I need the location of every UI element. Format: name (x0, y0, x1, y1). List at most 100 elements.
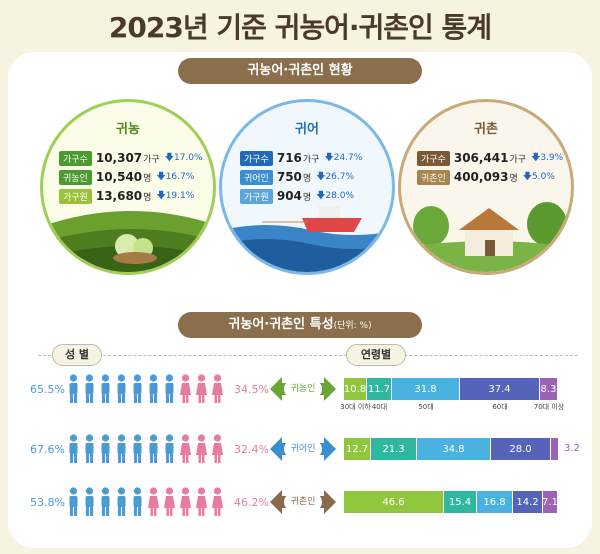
male-person-icon (114, 374, 129, 408)
fish-title: 귀어 (295, 122, 319, 137)
male-person-icon (66, 434, 81, 468)
age-segment: 16.8 (477, 491, 513, 513)
female-percent: 34.5% (234, 383, 269, 396)
gender-pictogram (66, 434, 225, 468)
decrease-arrow-icon: 🡇16.7% (156, 172, 195, 182)
age-segment: 31.8 (392, 378, 460, 400)
male-percent: 67.6% (30, 443, 65, 456)
age-segment: 34.8 (417, 438, 491, 460)
female-percent: 46.2% (234, 496, 269, 509)
age-group-label: 30대 이하 (340, 403, 371, 411)
rural-row-households: 가구수 306,441 가구 🡇3.9% (417, 150, 563, 166)
female-person-icon (194, 487, 209, 521)
age-segment-label: 3.2 (564, 443, 580, 454)
farm-illustration (43, 211, 213, 272)
male-person-icon (66, 487, 81, 521)
female-person-icon (146, 487, 161, 521)
male-person-icon (98, 487, 113, 521)
male-person-icon (114, 434, 129, 468)
double-arrow-icon: 귀농인 (270, 377, 336, 401)
female-person-icon (194, 374, 209, 408)
male-person-icon (130, 434, 145, 468)
age-bar: 10.8 11.7 31.8 37.4 8.3 (344, 378, 558, 400)
male-person-icon (66, 374, 81, 408)
age-bar: 12.7 21.3 34.8 28.0 (344, 438, 559, 460)
male-person-icon (162, 374, 177, 408)
age-segment (551, 438, 559, 460)
decrease-arrow-icon: 🡇28.0% (316, 191, 355, 201)
category-label: 귀어인 (284, 440, 322, 458)
male-person-icon (82, 434, 97, 468)
fish-row-members: 가구원 904 명 🡇28.0% (240, 188, 354, 204)
gender-pictogram (66, 487, 225, 521)
male-person-icon (146, 374, 161, 408)
male-person-icon (162, 434, 177, 468)
fish-circle: 귀어 가구수 716 가구 🡇24.7% 귀어인 750 명 🡇26.7% 가구원 904 명 🡇… (219, 99, 395, 275)
rural-title: 귀촌 (474, 122, 498, 137)
decrease-arrow-icon: 🡇26.7% (316, 172, 355, 182)
page-title: 2023년 기준 귀농어·귀촌인 통계 (108, 11, 492, 44)
farm-row-people: 귀농인 10,540 명 🡇16.7% (59, 169, 194, 185)
characteristics-section-title: 귀농어·귀촌인 특성(단위: %) (178, 312, 422, 338)
male-person-icon (82, 374, 97, 408)
double-arrow-icon: 귀어인 (270, 437, 336, 461)
male-person-icon (146, 434, 161, 468)
section-divider (38, 355, 578, 356)
female-person-icon (178, 434, 193, 468)
decrease-arrow-icon: 🡇24.7% (324, 153, 363, 163)
gender-label: 성 별 (52, 344, 102, 366)
age-segment: 10.8 (344, 378, 367, 400)
farm-title: 귀농 (116, 122, 140, 137)
male-percent: 65.5% (30, 383, 65, 396)
age-group-label: 60대 (492, 403, 508, 411)
female-person-icon (210, 434, 225, 468)
age-group-label: 50대 (418, 403, 434, 411)
male-person-icon (130, 374, 145, 408)
male-person-icon (130, 487, 145, 521)
gender-pictogram (66, 374, 225, 408)
age-segment: 15.4 (444, 491, 477, 513)
decrease-arrow-icon: 🡇5.0% (522, 172, 555, 182)
male-person-icon (98, 434, 113, 468)
age-segment: 11.7 (367, 378, 392, 400)
male-percent: 53.8% (30, 496, 65, 509)
male-person-icon (82, 487, 97, 521)
fish-row-people: 귀어인 750 명 🡇26.7% (240, 169, 354, 185)
female-person-icon (210, 374, 225, 408)
status-section-title: 귀농어·귀촌인 현황 (178, 58, 422, 84)
decrease-arrow-icon: 🡇17.0% (164, 153, 203, 163)
decrease-arrow-icon: 🡇19.1% (156, 191, 195, 201)
double-arrow-icon: 귀촌인 (270, 490, 336, 514)
age-segment: 37.4 (460, 378, 540, 400)
age-group-label: 70대 이상 (533, 403, 565, 411)
age-segment: 12.7 (344, 438, 371, 460)
female-person-icon (162, 487, 177, 521)
female-percent: 32.4% (234, 443, 269, 456)
category-label: 귀농인 (284, 380, 322, 398)
fish-row-households: 가구수 716 가구 🡇24.7% (240, 150, 362, 166)
age-segment: 14.2 (513, 491, 543, 513)
farm-row-members: 가구원 13,680 명 🡇19.1% (59, 188, 194, 204)
main-panel: 귀농어·귀촌인 현황 귀농 가구수 10,307 가구 🡇17.0% 귀농인 10,54… (8, 52, 592, 548)
age-group-label: 40대 (371, 403, 388, 411)
age-segment: 21.3 (371, 438, 417, 460)
female-person-icon (178, 487, 193, 521)
age-bar: 46.6 15.4 16.8 14.2 7.1 (344, 491, 558, 513)
female-person-icon (210, 487, 225, 521)
rural-row-people: 귀촌인 400,093 명 🡇5.0% (417, 169, 555, 185)
house-illustration (401, 202, 571, 272)
female-person-icon (194, 434, 209, 468)
age-segment: 46.6 (344, 491, 444, 513)
farm-row-households: 가구수 10,307 가구 🡇17.0% (59, 150, 203, 166)
male-person-icon (98, 374, 113, 408)
age-segment: 8.3 (540, 378, 558, 400)
fishing-boat-illustration (222, 206, 392, 272)
farm-circle: 귀농 가구수 10,307 가구 🡇17.0% 귀농인 10,540 명 🡇16.7% 가구… (40, 99, 216, 275)
rural-circle: 귀촌 가구수 306,441 가구 🡇3.9% 귀촌인 400,093 명 🡇5.0% (398, 99, 574, 275)
category-label: 귀촌인 (284, 493, 322, 511)
age-segment: 7.1 (542, 491, 558, 513)
male-person-icon (114, 487, 129, 521)
age-segment: 28.0 (491, 438, 551, 460)
female-person-icon (178, 374, 193, 408)
age-label: 연령별 (346, 344, 406, 366)
